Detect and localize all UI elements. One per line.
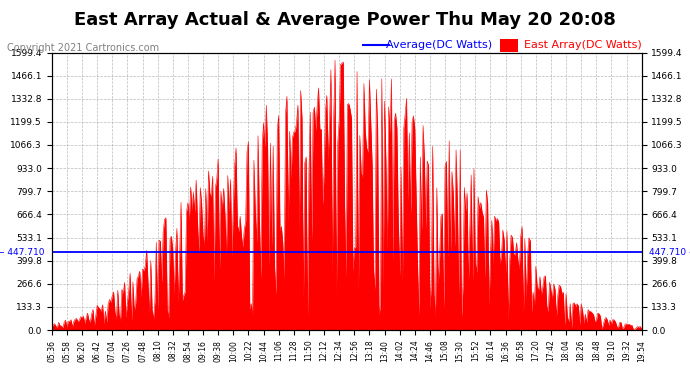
Text: 447.710 →: 447.710 → (649, 248, 690, 257)
Text: ← 447.710: ← 447.710 (0, 248, 45, 257)
Text: East Array(DC Watts): East Array(DC Watts) (524, 40, 642, 51)
Text: Copyright 2021 Cartronics.com: Copyright 2021 Cartronics.com (7, 43, 159, 53)
Text: Average(DC Watts): Average(DC Watts) (386, 40, 493, 51)
Text: East Array Actual & Average Power Thu May 20 20:08: East Array Actual & Average Power Thu Ma… (74, 11, 616, 29)
